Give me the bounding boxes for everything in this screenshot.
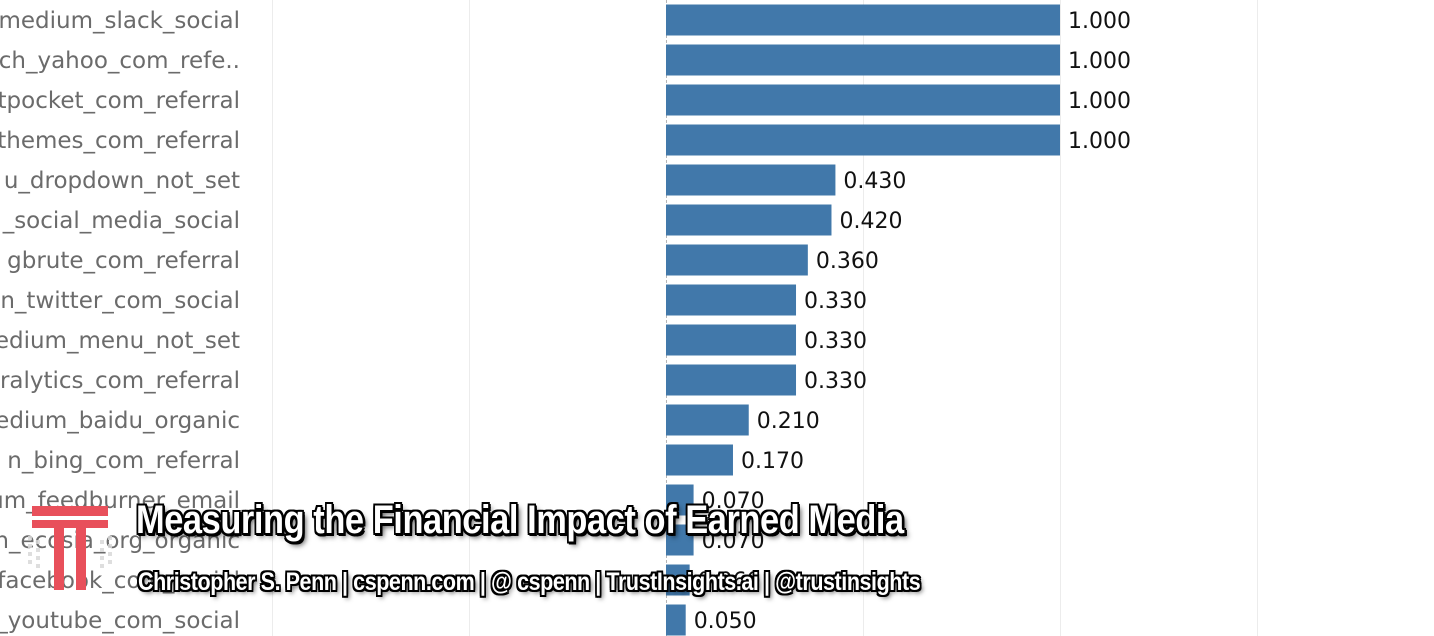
bar xyxy=(666,524,694,556)
category-label: themes_com_referral xyxy=(0,128,240,154)
category-label: facebook_com_social xyxy=(0,568,240,594)
bar xyxy=(666,604,686,636)
category-label: tpocket_com_referral xyxy=(0,88,240,114)
value-label: 0.060 xyxy=(698,569,761,594)
category-label: n_bing_com_referral xyxy=(7,448,240,474)
category-label: gbrute_com_referral xyxy=(7,248,240,274)
category-label: _social_media_social xyxy=(2,208,240,234)
bar xyxy=(666,324,797,356)
value-label: 0.050 xyxy=(694,609,757,634)
overlay-title: Measuring the Financial Impact of Earned… xyxy=(136,498,904,542)
bar xyxy=(666,244,808,276)
logo-dots xyxy=(28,536,112,568)
bar xyxy=(666,364,797,396)
value-label: 0.330 xyxy=(804,329,867,354)
category-label: n_twitter_com_social xyxy=(0,288,240,314)
category-label: edium_baidu_organic xyxy=(0,408,240,434)
category-labels: medium_slack_social ch_yahoo_com_refe..tp… xyxy=(0,8,240,634)
value-label: 0.430 xyxy=(843,169,906,194)
bar xyxy=(666,84,1060,116)
value-label: 0.360 xyxy=(816,249,879,274)
bar xyxy=(666,124,1060,156)
bar xyxy=(666,444,733,476)
bar xyxy=(666,4,1060,36)
bar xyxy=(666,404,749,436)
value-labels: 1.000 1.000 1.000 1.000 0.430 0.420 0.360 0.330… xyxy=(694,9,1131,634)
value-label: 1.000 xyxy=(1068,9,1131,34)
value-label: 0.070 xyxy=(702,489,765,514)
value-label: 1.000 xyxy=(1068,89,1131,114)
category-label: medium_slack_social xyxy=(0,8,240,34)
value-label: 0.210 xyxy=(757,409,820,434)
category-label: _youtube_com_social xyxy=(0,608,240,634)
bar xyxy=(666,44,1060,76)
bar xyxy=(666,284,797,316)
bar xyxy=(666,484,694,516)
trust-insights-logo xyxy=(28,506,112,590)
category-label: ralytics_com_referral xyxy=(0,368,240,394)
value-label: 0.330 xyxy=(804,289,867,314)
bar xyxy=(666,164,836,196)
category-label: u_dropdown_not_set xyxy=(4,168,240,194)
bar xyxy=(666,204,832,236)
value-label: 1.000 xyxy=(1068,129,1131,154)
category-label: edium_menu_not_set xyxy=(0,328,240,354)
value-label: 0.170 xyxy=(741,449,804,474)
logo-t-shape xyxy=(32,506,108,590)
bars xyxy=(666,4,1060,636)
value-label: 0.420 xyxy=(839,209,902,234)
value-label: 0.330 xyxy=(804,369,867,394)
category-label: ch_yahoo_com_refe.. xyxy=(0,48,240,74)
value-label: 1.000 xyxy=(1068,49,1131,74)
overlay-subtitle: Christopher S. Penn | cspenn.com | @ csp… xyxy=(138,568,921,596)
bar xyxy=(666,564,690,596)
value-label: 0.070 xyxy=(702,529,765,554)
